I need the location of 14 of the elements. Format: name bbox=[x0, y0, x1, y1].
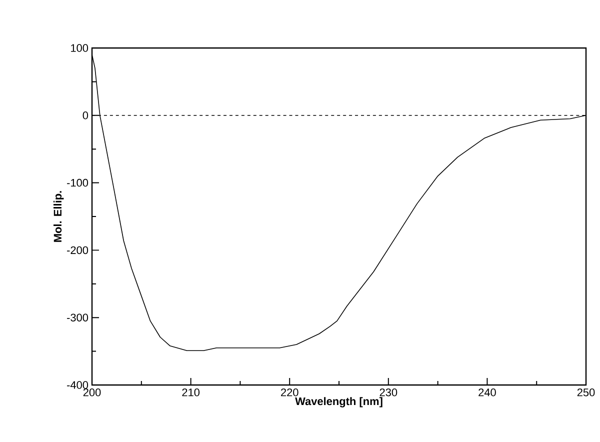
x-tick-label: 250 bbox=[577, 388, 595, 396]
x-tick-label: 240 bbox=[478, 388, 496, 396]
y-tick-label: -200 bbox=[67, 246, 88, 254]
x-tick-label: 230 bbox=[380, 388, 398, 396]
x-axis-title: Wavelength [nm] bbox=[295, 397, 382, 408]
y-tick-label: 100 bbox=[71, 44, 88, 52]
x-tick-label: 210 bbox=[182, 388, 200, 396]
x-tick-label: 220 bbox=[281, 388, 298, 396]
x-tick-label: 200 bbox=[83, 388, 101, 396]
y-axis-title: Mol. Ellip. bbox=[54, 191, 64, 242]
y-tick-label: -300 bbox=[67, 314, 88, 322]
y-tick-label: -100 bbox=[67, 178, 88, 187]
y-tick-label: -400 bbox=[67, 381, 88, 389]
y-tick-label: 0 bbox=[82, 112, 88, 120]
